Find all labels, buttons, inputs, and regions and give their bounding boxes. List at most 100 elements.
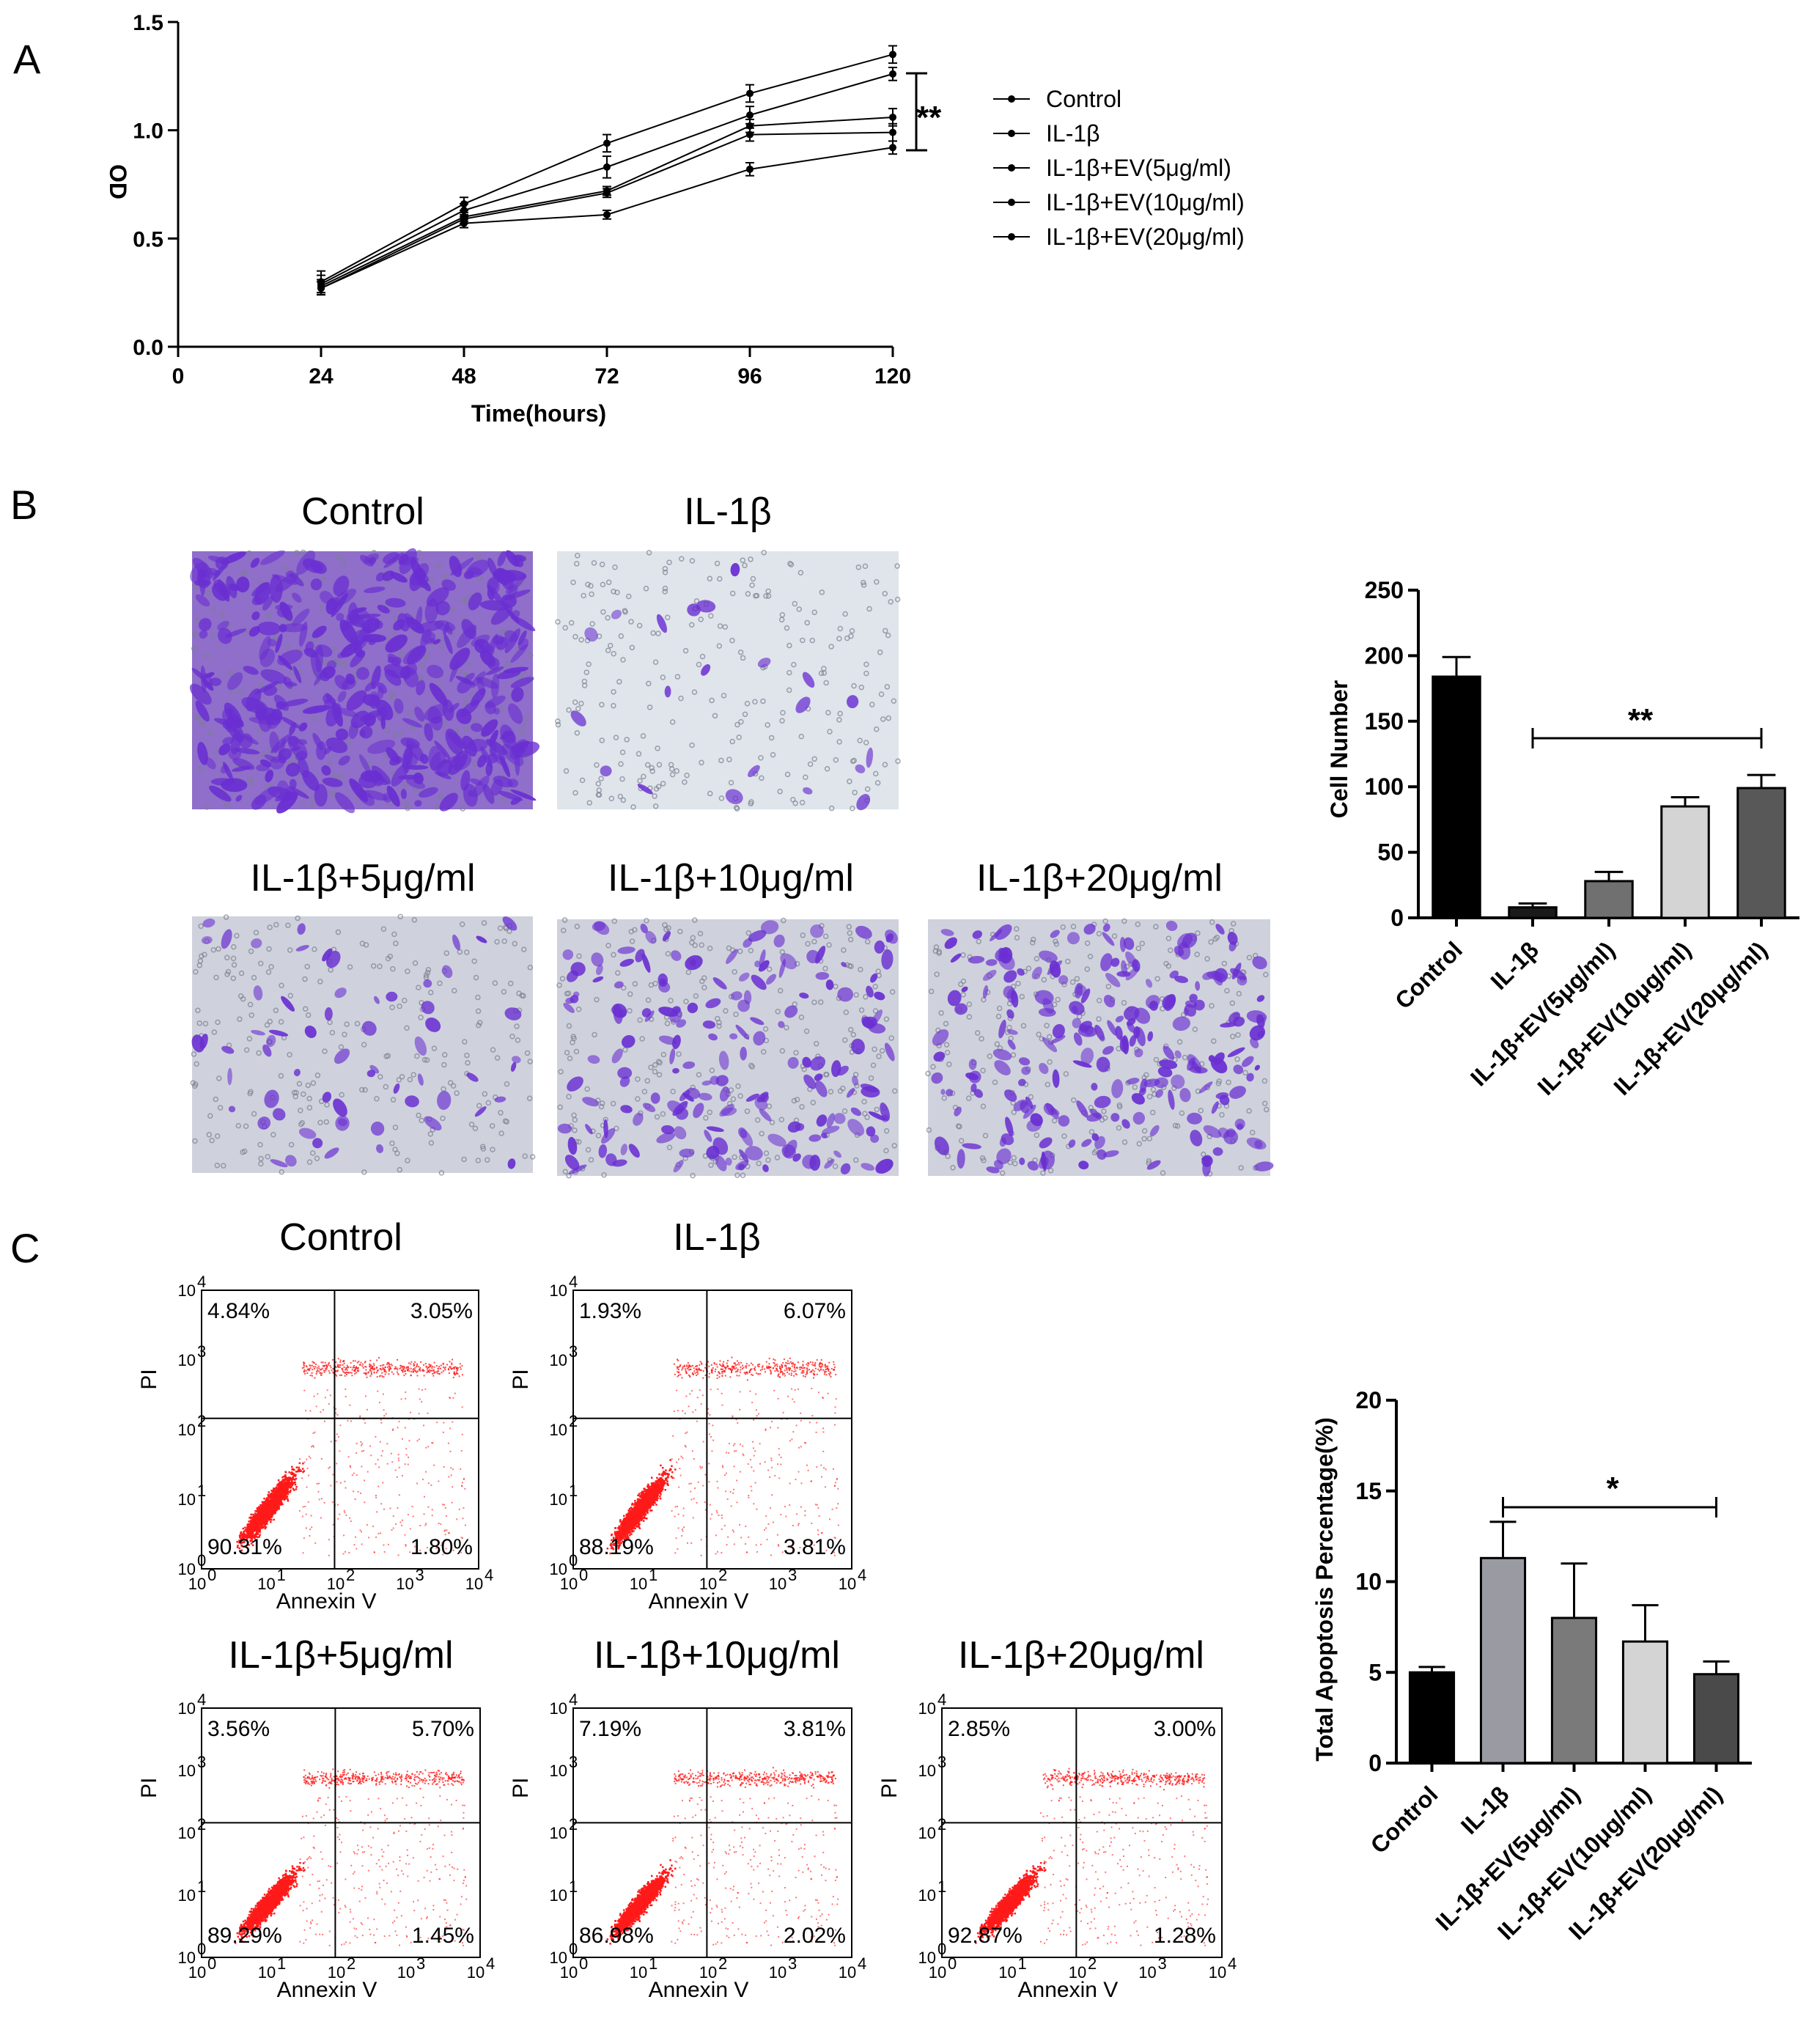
y-tick-label: 250 bbox=[1365, 577, 1404, 603]
stained-cell bbox=[310, 560, 327, 574]
event-dot bbox=[254, 1509, 257, 1512]
legend-marker bbox=[1008, 130, 1015, 137]
event-dot bbox=[267, 1500, 269, 1502]
event-dot bbox=[272, 1513, 274, 1515]
event-dot bbox=[277, 1479, 280, 1482]
membrane-pore bbox=[210, 632, 216, 639]
stained-cell bbox=[470, 723, 483, 732]
event-dot bbox=[276, 1501, 279, 1504]
membrane-pore bbox=[390, 695, 397, 701]
stained-cell bbox=[276, 701, 287, 710]
stained-cell bbox=[508, 703, 523, 724]
event-dot bbox=[336, 1364, 339, 1366]
event-dot bbox=[362, 1363, 364, 1365]
x-tick-label: 120 bbox=[874, 364, 911, 389]
stained-cell bbox=[298, 722, 308, 732]
stained-cell bbox=[400, 737, 420, 748]
event-dot bbox=[265, 1512, 268, 1515]
stained-cell bbox=[321, 765, 331, 776]
membrane-pore bbox=[265, 613, 272, 619]
event-dot bbox=[435, 1365, 438, 1367]
event-dot bbox=[291, 1465, 293, 1468]
stained-cell bbox=[362, 790, 388, 801]
legend-label-il1b: IL-1β bbox=[1046, 120, 1100, 147]
stained-cell bbox=[323, 746, 332, 755]
membrane-pore bbox=[527, 652, 534, 658]
event-dot bbox=[282, 1479, 285, 1482]
legend-marker bbox=[1008, 164, 1015, 172]
event-dot bbox=[257, 1509, 259, 1512]
event-dot bbox=[275, 1487, 277, 1490]
event-dot bbox=[302, 1463, 304, 1465]
event-dot bbox=[298, 1468, 300, 1471]
event-dot bbox=[318, 1367, 320, 1369]
event-dot bbox=[291, 1481, 293, 1483]
membrane-pore bbox=[312, 715, 317, 721]
event-dot bbox=[273, 1490, 276, 1493]
membrane-pore bbox=[192, 631, 198, 638]
membrane-pore bbox=[456, 669, 463, 675]
stained-cell bbox=[217, 620, 229, 630]
event-dot bbox=[254, 1512, 257, 1515]
event-dot bbox=[295, 1486, 298, 1488]
event-dot bbox=[284, 1487, 287, 1489]
panel-label-a: A bbox=[13, 36, 41, 82]
event-dot bbox=[248, 1520, 250, 1523]
event-dot bbox=[354, 1372, 356, 1375]
event-dot bbox=[442, 1370, 444, 1372]
x-tick-label: 72 bbox=[594, 364, 619, 389]
event-dot bbox=[284, 1493, 287, 1496]
event-dot bbox=[270, 1499, 272, 1502]
stained-cell bbox=[400, 789, 407, 800]
event-dot bbox=[281, 1485, 284, 1487]
stained-cell bbox=[259, 648, 276, 668]
stained-cell bbox=[310, 578, 323, 591]
stained-cell bbox=[285, 762, 301, 777]
stained-cell bbox=[189, 683, 212, 705]
membrane-pore bbox=[336, 554, 342, 560]
membrane-pore bbox=[240, 570, 247, 576]
event-dot bbox=[314, 1377, 316, 1379]
event-dot bbox=[271, 1504, 274, 1507]
event-dot bbox=[277, 1505, 280, 1508]
membrane-pore bbox=[257, 683, 264, 688]
stained-cell bbox=[206, 567, 219, 575]
membrane-pore bbox=[504, 661, 510, 668]
stained-cell bbox=[287, 735, 308, 759]
membrane-pore bbox=[520, 722, 526, 729]
membrane-pore bbox=[283, 566, 289, 572]
flow-title-il1b: IL-1β bbox=[673, 1216, 761, 1259]
cell-number-significance: ** bbox=[1628, 702, 1654, 738]
stained-cell bbox=[235, 748, 260, 755]
membrane-pore bbox=[318, 605, 325, 611]
membrane-pore bbox=[524, 715, 530, 721]
membrane-pore bbox=[331, 646, 336, 652]
stained-cell bbox=[346, 690, 367, 711]
stained-cell bbox=[468, 790, 474, 797]
stained-cell bbox=[402, 718, 423, 728]
event-dot bbox=[287, 1493, 290, 1496]
stained-cell bbox=[490, 673, 500, 699]
event-dot bbox=[339, 1364, 342, 1366]
event-dot bbox=[350, 1366, 352, 1369]
event-dot bbox=[274, 1512, 276, 1515]
event-dot bbox=[261, 1523, 263, 1526]
event-dot bbox=[259, 1515, 262, 1517]
event-dot bbox=[247, 1524, 249, 1526]
stained-cell bbox=[347, 602, 358, 625]
event-dot bbox=[280, 1493, 283, 1496]
event-dot bbox=[292, 1474, 295, 1477]
event-dot bbox=[314, 1364, 317, 1366]
legend-label-control: Control bbox=[1046, 86, 1121, 112]
stained-cell bbox=[265, 769, 273, 783]
flow-title-ev20: IL-1β+20μg/ml bbox=[958, 1634, 1204, 1677]
micrograph-title-ev20: IL-1β+20μg/ml bbox=[976, 857, 1223, 900]
event-dot bbox=[419, 1366, 421, 1369]
event-dot bbox=[276, 1498, 279, 1501]
event-dot bbox=[298, 1462, 301, 1465]
stained-cell bbox=[387, 656, 395, 663]
event-dot bbox=[292, 1472, 295, 1475]
stained-cell bbox=[336, 613, 345, 622]
membrane-pore bbox=[210, 606, 216, 613]
